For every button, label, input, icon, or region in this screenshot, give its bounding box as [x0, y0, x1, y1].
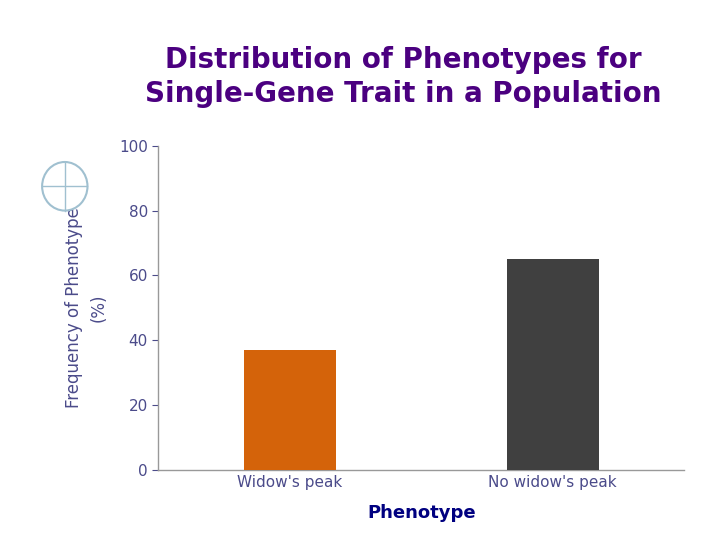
- Text: Distribution of Phenotypes for
Single-Gene Trait in a Population: Distribution of Phenotypes for Single-Ge…: [145, 46, 662, 108]
- Bar: [244, 350, 336, 470]
- Y-axis label: Frequency of Phenotype
(%): Frequency of Phenotype (%): [65, 207, 108, 408]
- X-axis label: Phenotype: Phenotype: [367, 503, 475, 522]
- Bar: [507, 259, 598, 470]
